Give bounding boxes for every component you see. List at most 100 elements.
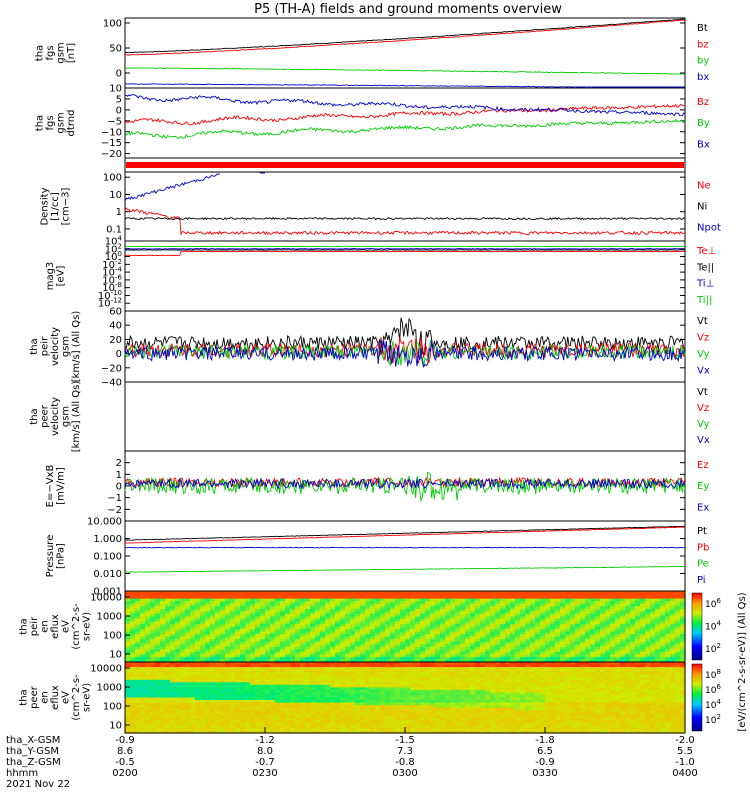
series-line-Vt	[124, 317, 686, 356]
colorbar-tick: 108	[705, 668, 721, 681]
y-tick-label: 10	[109, 84, 122, 95]
y-tick-label: 100	[103, 173, 122, 184]
panel-frame	[124, 520, 686, 592]
y-tick-label: 100	[103, 702, 122, 713]
ylabel-line: en	[40, 691, 51, 704]
y-tick-label: 100	[103, 19, 122, 30]
footer-value: 8.0	[257, 746, 273, 757]
ylabel-line: sr-eV)	[82, 612, 93, 641]
series-line-Pi	[124, 546, 686, 549]
panel-frame	[124, 381, 686, 452]
legend-entry: bx	[697, 72, 709, 83]
legend-entry: Ey	[697, 481, 709, 492]
ylabel-line: peer	[29, 685, 40, 709]
y-tick-label: −15	[101, 138, 122, 149]
legend-entry: Vy	[697, 419, 710, 430]
colorbar-tick: 106	[705, 683, 721, 696]
series-lines	[124, 245, 686, 257]
series-line-by	[124, 67, 685, 75]
series-line-Ez	[124, 476, 686, 489]
series-line-bz	[124, 19, 686, 56]
y-tick-label: 100	[103, 631, 122, 642]
legend-entry: Pt	[697, 526, 707, 537]
legend-entry: Vx	[697, 366, 710, 377]
series-line-Pe	[124, 565, 686, 573]
y-tick-label: 1.000	[93, 534, 122, 545]
ylabel-line: fgs	[45, 45, 56, 60]
figure-title: P5 (TH-A) fields and ground moments over…	[254, 2, 562, 17]
legend-entry: Ti||	[696, 295, 712, 306]
y-tick-label: 0.010	[93, 569, 122, 580]
ylabel-line: velocity	[50, 397, 61, 436]
ylabel-line: [km/s] (All Qs)	[71, 311, 82, 383]
colorbar-tick: 106	[705, 597, 721, 610]
panel-temperature: mag3 [eV]10410210010-210-410-610-810-1010…	[45, 235, 716, 312]
panel-pressure: Pressure [nPa] 10.000 1.000 0.100 0.010 0.001 P…	[45, 517, 710, 598]
ylabel-line: sr-eV)	[82, 683, 93, 712]
legend-entry: Bz	[697, 97, 709, 108]
series-line-Vx	[124, 339, 686, 369]
y-tick-label: 0.001	[93, 587, 122, 598]
y-tick-label: 40	[109, 321, 122, 332]
legend-entry: Ex	[697, 502, 709, 513]
ylabel-line: [nT]	[66, 43, 77, 63]
flag-bar	[126, 162, 684, 168]
footer-value: 0200	[112, 768, 137, 779]
y-tick-label: 1000	[97, 612, 122, 623]
ylabel-line: (cm^2-s-	[71, 674, 82, 721]
series-lines	[124, 172, 686, 236]
colorbar	[691, 663, 703, 732]
footer-value: 5.5	[677, 746, 693, 757]
ylabel-line: tha	[29, 408, 40, 424]
y-tick-label: 10	[109, 190, 122, 201]
legend-entry: by	[697, 56, 709, 67]
ylabel-line: Density	[40, 187, 51, 225]
ylabel-line: [km/s] (All Qs)	[71, 381, 82, 453]
ylabel-line: eflux	[50, 614, 61, 639]
panel-ylabel: tha fgs gsm [nT]	[34, 42, 77, 63]
ylabel-line: gsm	[55, 112, 66, 133]
y-tick-label: −40	[101, 378, 122, 389]
legend-entry: Vz	[697, 403, 709, 414]
y-tick-label: −10	[101, 127, 122, 138]
ylabel-line: velocity	[50, 327, 61, 366]
panel-density: Density [1/cc] [cm−3] 100 10 1 0.1 Ne Ni Npot	[40, 171, 721, 242]
series-lines	[124, 18, 686, 88]
legend-entry: Bx	[697, 139, 710, 150]
panel-fgs_total: tha fgs gsm [nT] 100 50 0 Bt bz by bx	[34, 17, 709, 89]
legend-entry: Ni	[697, 202, 707, 213]
series-line-Ex	[124, 477, 686, 490]
footer-value: -1.8	[535, 735, 555, 746]
panel-frame	[124, 87, 686, 159]
y-tick-label: 0	[116, 482, 122, 493]
ylabel-line: tha	[19, 618, 30, 634]
panel-peer_spectrogram: tha peer en eflux eV (cm^2-s-sr-eV)1000010001…	[19, 661, 686, 734]
y-tick-label: 2	[116, 458, 122, 469]
ylabel-line: mag3	[45, 262, 56, 291]
series-line-Bx	[125, 94, 686, 117]
ylabel-line: Pressure	[45, 535, 56, 578]
series-line-Ti||	[124, 245, 685, 248]
y-tick-label: 0	[116, 349, 122, 360]
ylabel-line: peer	[40, 404, 51, 428]
footer-value: -1.5	[395, 735, 415, 746]
footer-value: -0.8	[395, 757, 415, 768]
series-line-By	[124, 118, 686, 139]
y-tick-label: 0	[116, 105, 122, 116]
y-tick-label: −20	[101, 363, 122, 374]
ylabel-line: fgs	[45, 115, 56, 130]
series-lines	[124, 472, 686, 503]
footer-value: -1.0	[675, 757, 695, 768]
ylabel-line: [mV/m]	[55, 467, 66, 505]
ylabel-line: dtrnd	[66, 110, 77, 137]
legend-entry: By	[697, 118, 710, 129]
colorbar-label: [eV/(cm^2-s-sr-eV)] (All Qs)	[737, 592, 748, 731]
legend-entry: Npot	[697, 223, 721, 234]
series-line-Bz	[124, 103, 686, 126]
footer-value: 0230	[252, 768, 277, 779]
ylabel-line: gsm	[61, 336, 72, 357]
panel-ylabel: tha peir en eflux eV (cm^2-s-sr-eV)	[19, 603, 93, 650]
colorbar-tick: 104	[705, 698, 721, 711]
spectrogram-cells	[125, 591, 686, 663]
